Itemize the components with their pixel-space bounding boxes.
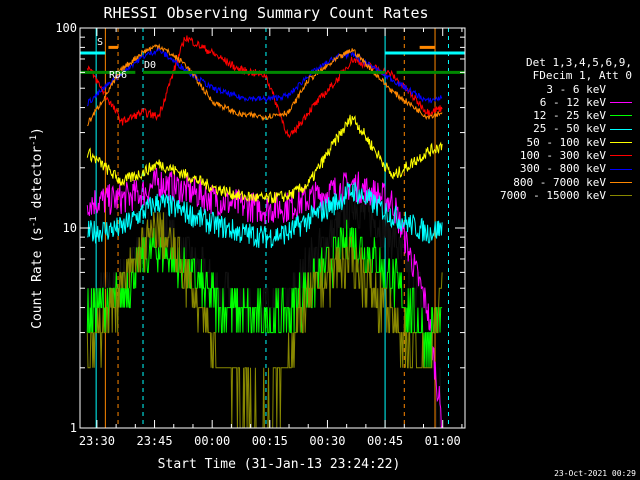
legend-entry-9: 7000 - 15000 keV [500, 189, 632, 202]
legend-entry-3: 12 - 25 keV [500, 109, 632, 122]
x-axis-label: Start Time (31-Jan-13 23:24:22) [158, 457, 401, 472]
y-axis-label-end: ) [30, 127, 45, 135]
x-tick-label-0: 23:30 [79, 434, 115, 448]
y-axis-label-sup1: -1 [29, 216, 39, 227]
legend-label: 12 - 25 keV [533, 109, 606, 123]
legend-label: 300 - 800 keV [519, 162, 606, 176]
y-tick-label-1: 10 [63, 221, 77, 235]
legend-label: 6 - 12 keV [539, 95, 606, 109]
legend-swatch [610, 102, 632, 104]
legend-entry-8: 800 - 7000 keV [500, 176, 632, 189]
legend-label: 800 - 7000 keV [513, 175, 606, 189]
x-tick-label-4: 00:30 [309, 434, 345, 448]
y-axis-label: Count Rate (s-1 detector-1) [29, 127, 45, 329]
legend-header-line-2: FDecim 1, Att 0 [532, 69, 632, 83]
legend-label: 3 - 6 keV [546, 82, 606, 96]
legend-swatch [610, 115, 632, 117]
legend-swatch [610, 195, 632, 197]
legend-swatch [610, 181, 632, 183]
legend-entry-6: 100 - 300 keV [500, 149, 632, 162]
series-line-5 [86, 114, 443, 204]
x-tick-label-1: 23:45 [136, 434, 172, 448]
legend-swatch [610, 141, 632, 143]
legend-label: 25 - 50 keV [533, 122, 606, 136]
x-tick-label-3: 00:15 [252, 434, 288, 448]
legend: Det 1,3,4,5,6,9, FDecim 1, Att 0 3 - 6 k… [500, 56, 632, 202]
legend-entry-7: 300 - 800 keV [500, 162, 632, 175]
legend-entries: 3 - 6 keV 6 - 12 keV 12 - 25 keV 25 - 50 ke… [500, 83, 632, 203]
series-line-4 [87, 182, 443, 249]
legend-entry-4: 25 - 50 keV [500, 122, 632, 135]
legend-label: 50 - 100 keV [526, 135, 606, 149]
series-line-8 [87, 43, 443, 127]
x-tick-label-5: 00:45 [367, 434, 403, 448]
legend-entry-5: 50 - 100 keV [500, 136, 632, 149]
x-tick-label-2: 00:00 [194, 434, 230, 448]
y-tick-label-0: 1 [70, 421, 77, 435]
y-axis-label-sup2: -1 [29, 135, 39, 146]
y-axis-label-mid: detector [30, 146, 45, 217]
saa-annotation: S [97, 37, 103, 48]
legend-header-line-1: Det 1,3,4,5,6,9, [526, 56, 632, 69]
y-axis-label-main: Count Rate (s [30, 227, 45, 329]
chart-title: RHESSI Observing Summary Count Rates [103, 4, 428, 22]
legend-swatch [610, 168, 632, 170]
generation-timestamp: 23-Oct-2021 00:29 [554, 469, 636, 478]
x-axis-ticks: 23:30 23:45 00:00 00:15 00:30 00:45 01:00 [79, 28, 463, 448]
y-axis-ticks: 1 10 100 [55, 21, 465, 435]
night-annotation: RD6 [109, 70, 127, 81]
legend-swatch [610, 155, 632, 157]
legend-swatch [610, 128, 632, 130]
series-line-2 [86, 167, 443, 429]
legend-entry-1: 3 - 6 keV [500, 83, 632, 96]
legend-label: 7000 - 15000 keV [500, 188, 606, 202]
legend-label: 100 - 300 keV [519, 149, 606, 163]
legend-swatch [610, 88, 632, 90]
y-tick-label-2: 100 [55, 21, 77, 35]
plot-area: S RD6 D0 [80, 28, 465, 429]
x-tick-label-6: 01:00 [425, 434, 461, 448]
legend-entry-2: 6 - 12 keV [500, 96, 632, 109]
decim-annotation: D0 [144, 60, 156, 71]
